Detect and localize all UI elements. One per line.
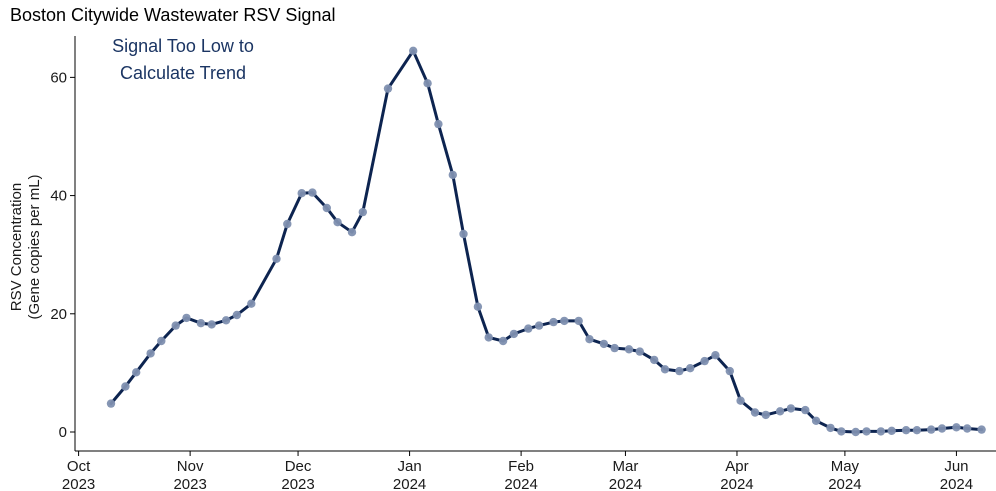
- y-axis-title-line-2: (Gene copies per mL): [26, 174, 43, 319]
- data-point: [132, 368, 141, 377]
- x-tick-label-year: 2023: [281, 476, 314, 491]
- y-tick-label: 0: [59, 424, 67, 441]
- data-point: [509, 329, 519, 339]
- data-point: [725, 366, 734, 376]
- x-tick-label-year: 2024: [940, 476, 973, 491]
- data-point: [409, 46, 418, 55]
- data-point: [473, 302, 483, 311]
- data-point: [207, 320, 216, 329]
- data-point: [358, 207, 367, 217]
- data-point: [498, 336, 508, 346]
- data-point: [963, 424, 972, 433]
- data-point: [182, 313, 191, 323]
- data-point: [750, 408, 760, 417]
- data-point: [347, 228, 357, 237]
- data-point: [383, 84, 393, 93]
- x-tick-label-month: Dec: [285, 458, 312, 475]
- data-point: [283, 219, 292, 229]
- data-point: [574, 316, 583, 326]
- x-tick-label-year: 2024: [504, 476, 537, 491]
- data-point: [232, 310, 242, 320]
- trend-annotation-line-2: Calculate Trend: [120, 63, 246, 83]
- data-point: [761, 410, 770, 420]
- data-point: [308, 188, 317, 197]
- data-point: [171, 321, 180, 330]
- data-point: [811, 416, 821, 425]
- data-point: [775, 407, 785, 416]
- data-point: [801, 405, 810, 415]
- x-tick-label-month: Jun: [944, 458, 968, 475]
- data-point: [937, 424, 947, 433]
- data-point: [650, 355, 659, 365]
- data-point: [560, 316, 569, 326]
- data-point: [786, 404, 796, 413]
- data-point: [196, 319, 206, 328]
- data-point: [448, 170, 457, 180]
- data-point: [322, 203, 331, 213]
- x-tick-label-year: 2023: [62, 476, 95, 491]
- data-point: [837, 427, 846, 436]
- rsv-series-line: [109, 49, 984, 434]
- chart-title: Boston Citywide Wastewater RSV Signal: [10, 5, 335, 25]
- data-point: [524, 324, 533, 333]
- data-point: [660, 365, 670, 374]
- data-point: [157, 336, 166, 346]
- x-tick-label-month: Jan: [397, 458, 421, 475]
- y-tick-label: 20: [50, 306, 67, 323]
- data-point: [599, 339, 609, 349]
- x-tick-label-month: May: [831, 458, 860, 475]
- trend-annotation-line-1: Signal Too Low to: [112, 36, 254, 56]
- data-point: [927, 425, 936, 434]
- data-point: [912, 426, 922, 435]
- data-point: [247, 299, 256, 308]
- x-tick-label-year: 2024: [609, 476, 642, 491]
- data-point: [635, 347, 644, 356]
- data-point: [736, 396, 745, 405]
- x-tick-label-year: 2024: [393, 476, 426, 491]
- data-point: [121, 382, 130, 391]
- data-point: [585, 335, 594, 344]
- data-point: [434, 119, 443, 129]
- data-point: [534, 321, 544, 330]
- x-tick-label-year: 2024: [720, 476, 753, 491]
- data-point: [901, 426, 911, 435]
- data-point: [862, 427, 871, 436]
- data-point: [977, 425, 986, 434]
- data-point: [272, 254, 281, 263]
- data-point: [952, 423, 961, 432]
- data-point: [851, 427, 860, 437]
- y-tick-label: 60: [50, 69, 67, 86]
- data-point: [106, 399, 116, 408]
- data-point: [711, 351, 720, 360]
- y-axis-title-line-1: RSV Concentration: [8, 183, 25, 311]
- y-axis-ticks: 0 20 40 60: [50, 69, 75, 441]
- data-point: [549, 317, 558, 327]
- x-tick-label-year: 2023: [173, 476, 206, 491]
- data-point: [887, 426, 896, 435]
- data-point: [333, 218, 342, 227]
- data-point: [459, 229, 468, 239]
- data-point: [484, 333, 493, 342]
- data-point: [675, 366, 684, 376]
- data-point: [146, 349, 155, 358]
- data-point: [423, 79, 432, 88]
- data-point: [686, 364, 695, 373]
- x-tick-label-month: Oct: [67, 458, 91, 475]
- x-tick-label-month: Apr: [725, 458, 748, 475]
- data-point: [876, 427, 886, 436]
- data-point: [221, 316, 231, 325]
- data-point: [624, 345, 634, 354]
- x-tick-label-month: Feb: [508, 458, 534, 475]
- data-point: [610, 343, 619, 353]
- y-tick-label: 40: [50, 188, 67, 205]
- x-tick-label-year: 2024: [828, 476, 861, 491]
- data-point: [297, 189, 306, 198]
- x-tick-label-month: Mar: [613, 458, 639, 475]
- x-tick-label-month: Nov: [177, 458, 204, 475]
- rsv-series-points: [106, 46, 986, 437]
- data-point: [700, 356, 709, 366]
- x-axis-ticks: Oct2023Nov2023Dec2023Jan2024Feb2024Mar20…: [62, 451, 973, 491]
- data-point: [826, 423, 835, 433]
